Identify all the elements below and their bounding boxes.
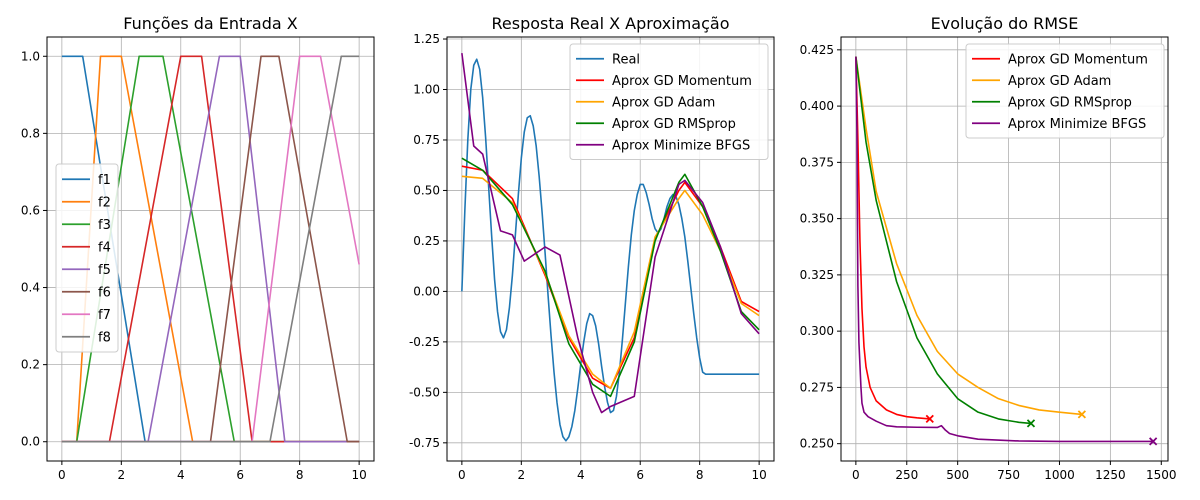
grid xyxy=(447,37,774,461)
y-tick-label: 0.50 xyxy=(413,183,440,197)
y-tick-label: 0.2 xyxy=(21,358,40,372)
legend-label: Aprox GD Momentum xyxy=(612,74,752,89)
x-tick-label: 4 xyxy=(177,468,185,482)
y-tick-label: -0.25 xyxy=(409,335,440,349)
axes-frame xyxy=(46,36,375,462)
axes-frame xyxy=(840,36,1169,462)
chart-panel-1: 0 2 4 6 8 10 0.0 0.2 0.4 0.6 0.8 1.0 Funções da Entr… xyxy=(21,14,375,482)
series-line-4 xyxy=(461,157,760,398)
y-tick-label: 1.0 xyxy=(21,49,40,63)
series-line-3 xyxy=(461,175,760,390)
series-group xyxy=(855,56,1154,443)
x-tick-label: 0 xyxy=(58,468,66,482)
y-tick-label: 0.425 xyxy=(800,43,834,57)
x-tick-label: 2 xyxy=(117,468,125,482)
legend-label: Aprox GD RMSprop xyxy=(1008,95,1132,110)
legend-label: Aprox GD Adam xyxy=(1008,74,1111,89)
y-tick-label: 1.25 xyxy=(413,32,440,46)
x-tick-label: 250 xyxy=(895,468,918,482)
x-tick-label: 500 xyxy=(946,468,969,482)
x-tick-label: 4 xyxy=(577,468,585,482)
end-marker-3 xyxy=(1026,419,1036,428)
series-group xyxy=(461,53,760,442)
y-tick-label: 0.0 xyxy=(21,435,40,449)
x-tick-label: 2 xyxy=(517,468,525,482)
legend-label: f7 xyxy=(98,308,111,323)
x-tick-label: 6 xyxy=(236,468,244,482)
y-tick-label: 0.275 xyxy=(800,380,834,394)
legend: f1 f2 f3 f4 f5 f6 f7 f8 xyxy=(55,163,119,353)
y-tick-label: 0.250 xyxy=(800,437,834,451)
y-tick-label: 0.400 xyxy=(800,99,834,113)
x-tick-label: 1000 xyxy=(1044,468,1075,482)
series-line-8 xyxy=(61,55,360,443)
series-line-4 xyxy=(855,56,1154,443)
series-line-2 xyxy=(855,56,1082,416)
legend: Aprox GD Momentum Aprox GD Adam Aprox GD R… xyxy=(965,43,1165,139)
chart-panel-2: 0 2 4 6 8 10 -0.75 -0.50 -0.25 0.00 0.25 0.50 0.75 1.… xyxy=(409,14,775,482)
x-tick-label: 10 xyxy=(351,468,366,482)
legend: Real Aprox GD Momentum Aprox GD Adam Aprox … xyxy=(569,43,769,160)
y-tick-label: 0.6 xyxy=(21,203,40,217)
legend-label: Aprox GD RMSprop xyxy=(612,117,736,132)
y-tick-label: 0.00 xyxy=(413,284,440,298)
x-tick-label: 1500 xyxy=(1146,468,1177,482)
series-line-5 xyxy=(461,53,760,414)
y-tick-label: 0.4 xyxy=(21,281,40,295)
legend-label: f2 xyxy=(98,195,111,210)
x-tick-label: 0 xyxy=(852,468,860,482)
x-tick-label: 1250 xyxy=(1095,468,1126,482)
y-tick-label: 0.25 xyxy=(413,234,440,248)
series-line-3 xyxy=(855,56,1032,425)
legend-label: f8 xyxy=(98,330,111,345)
legend-label: Aprox GD Adam xyxy=(612,95,715,110)
y-tick-label: 0.375 xyxy=(800,155,834,169)
axes-frame xyxy=(446,36,775,462)
legend-label: Aprox Minimize BFGS xyxy=(612,138,750,153)
y-tick-label: 0.8 xyxy=(21,126,40,140)
chart-title: Resposta Real X Aproximação xyxy=(492,14,730,33)
legend-box xyxy=(569,43,769,160)
y-tick-label: -0.75 xyxy=(409,436,440,450)
chart-title: Evolução do RMSE xyxy=(931,14,1079,33)
legend-label: f1 xyxy=(98,173,111,188)
legend-box xyxy=(965,43,1165,139)
chart-panel-3: 0 250 500 750 1000 1250 1500 0.250 0.275 0.300 0.3… xyxy=(800,14,1177,482)
x-tick-label: 0 xyxy=(458,468,466,482)
chart-title: Funções da Entrada X xyxy=(123,14,297,33)
x-tick-label: 750 xyxy=(997,468,1020,482)
series-line-1 xyxy=(855,56,930,420)
y-tick-label: 1.00 xyxy=(413,82,440,96)
legend-label: f3 xyxy=(98,218,111,233)
end-marker-4 xyxy=(1149,437,1158,446)
series-line-1 xyxy=(461,58,760,442)
end-marker-1 xyxy=(925,414,934,424)
legend-label: f5 xyxy=(98,263,111,278)
y-tick-label: 0.75 xyxy=(413,133,440,147)
legend-label: Aprox Minimize BFGS xyxy=(1008,117,1146,132)
legend-box xyxy=(55,163,119,353)
legend-label: Aprox GD Momentum xyxy=(1008,52,1148,67)
y-tick-label: 0.325 xyxy=(800,268,834,282)
x-tick-label: 8 xyxy=(296,468,304,482)
y-tick-label: 0.300 xyxy=(800,324,834,338)
x-tick-label: 8 xyxy=(696,468,704,482)
series-line-2 xyxy=(461,165,760,390)
legend-label: f6 xyxy=(98,285,111,300)
end-marker-2 xyxy=(1077,410,1087,419)
x-tick-label: 10 xyxy=(751,468,766,482)
legend-label: f4 xyxy=(98,240,111,255)
y-tick-label: -0.50 xyxy=(409,385,440,399)
x-tick-label: 6 xyxy=(636,468,644,482)
legend-label: Real xyxy=(612,52,640,67)
y-tick-label: 0.350 xyxy=(800,212,834,226)
